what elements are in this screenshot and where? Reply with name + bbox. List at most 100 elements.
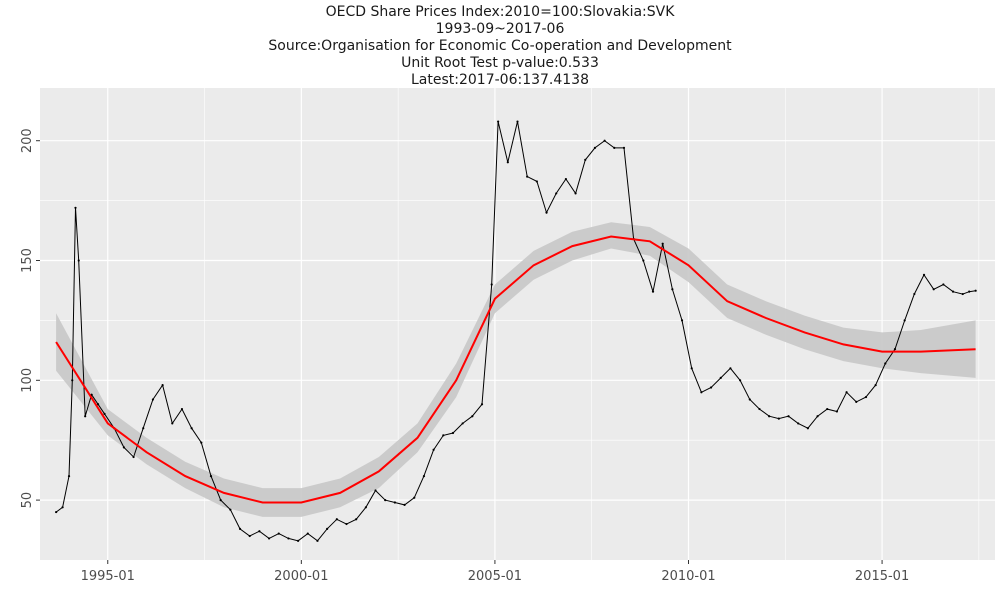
series-point <box>384 499 387 502</box>
series-point <box>55 510 58 514</box>
series-point <box>490 283 493 286</box>
series-point <box>555 192 558 195</box>
series-point <box>913 292 916 296</box>
series-point <box>451 431 455 435</box>
series-point <box>864 395 868 399</box>
series-point <box>758 407 761 411</box>
series-point <box>806 427 809 430</box>
plot-panel <box>40 88 995 560</box>
x-tick-label: 2005-01 <box>468 569 522 584</box>
series-point <box>884 362 887 365</box>
series-point <box>209 475 213 478</box>
series-point <box>238 527 242 530</box>
series-point <box>345 522 348 526</box>
series-point <box>584 158 587 161</box>
series-point <box>826 407 829 411</box>
series-point <box>951 290 955 293</box>
series-point <box>393 501 396 504</box>
series-point <box>974 289 977 292</box>
series-point <box>622 146 626 149</box>
series-point <box>84 415 87 418</box>
series-point <box>374 489 377 492</box>
series-point <box>258 530 261 533</box>
series-point <box>326 527 329 530</box>
series-point <box>564 177 567 181</box>
chart-source: Source:Organisation for Economic Co-oper… <box>268 38 732 54</box>
series-point <box>661 242 664 245</box>
series-point <box>816 415 819 418</box>
series-point <box>922 273 926 276</box>
y-tick-label: 150 <box>20 248 35 273</box>
series-point <box>432 448 435 451</box>
series-point <box>903 319 906 322</box>
series-point <box>961 292 964 296</box>
series-point <box>461 422 464 425</box>
series-point <box>335 518 338 521</box>
series-point <box>739 379 742 382</box>
series-point <box>690 367 693 370</box>
series-point <box>180 407 184 411</box>
series-point <box>545 211 548 214</box>
series-point <box>161 383 164 387</box>
series-point <box>651 290 655 293</box>
series-point <box>200 441 203 444</box>
series-point <box>719 376 722 380</box>
series-point <box>74 206 77 209</box>
series-point <box>219 499 222 502</box>
x-tick-label: 2000-01 <box>274 569 328 584</box>
series-point <box>403 503 406 506</box>
series-point <box>680 319 684 322</box>
series-point <box>122 446 125 449</box>
series-point <box>287 537 290 540</box>
series-point <box>190 427 193 430</box>
series-point <box>422 475 426 478</box>
series-point <box>709 386 713 389</box>
series-point <box>893 348 897 351</box>
series-point <box>700 391 703 394</box>
series-point <box>442 434 445 437</box>
series-point <box>574 192 577 195</box>
series-point <box>845 391 848 394</box>
smooth-line <box>55 235 976 504</box>
series-point <box>364 506 367 509</box>
series-point <box>316 539 319 542</box>
series-point <box>535 180 538 183</box>
series-point <box>96 403 100 406</box>
y-tick-label: 100 <box>20 368 35 393</box>
series-point <box>777 417 780 420</box>
series-point <box>613 146 616 149</box>
series-point <box>855 400 858 403</box>
series-point <box>729 367 732 370</box>
series-point <box>297 539 300 542</box>
series-point <box>497 120 500 123</box>
series-point <box>593 146 597 149</box>
series-point <box>355 518 358 521</box>
series-point <box>61 506 64 509</box>
series-point <box>797 422 800 425</box>
latest-value: Latest:2017-06:137.4138 <box>411 72 589 88</box>
series-point <box>932 288 935 291</box>
y-tick-label: 50 <box>20 492 35 509</box>
series-point <box>306 532 309 535</box>
series-point <box>103 412 106 415</box>
series-point <box>171 422 174 425</box>
series-point <box>413 496 416 499</box>
x-axis: 1995-01 2000-01 2005-01 2010-01 2015-01 <box>81 560 909 584</box>
series-point <box>516 120 519 123</box>
series-point <box>248 534 251 538</box>
series-point <box>874 383 877 387</box>
series-point <box>642 259 645 262</box>
confidence-band-area <box>56 222 976 517</box>
chart-period: 1993-09~2017-06 <box>435 21 565 37</box>
series-point <box>229 508 232 511</box>
x-tick-label: 2015-01 <box>855 569 909 584</box>
series-point <box>151 398 155 401</box>
series-point <box>132 455 135 459</box>
series-point <box>968 290 971 293</box>
y-axis: 50 100 150 200 <box>20 128 40 508</box>
chart-title: OECD Share Prices Index:2010=100:Slovaki… <box>325 4 675 20</box>
chart-title-block: OECD Share Prices Index:2010=100:Slovaki… <box>0 4 1000 89</box>
confidence-band <box>56 222 976 517</box>
x-tick-label: 1995-01 <box>81 569 135 584</box>
